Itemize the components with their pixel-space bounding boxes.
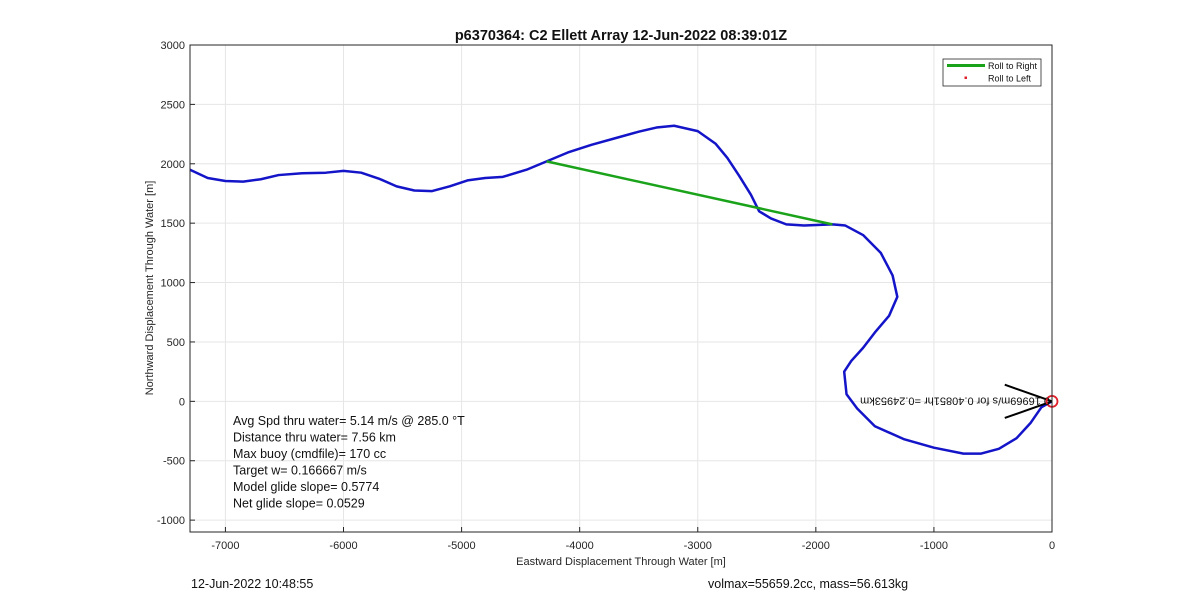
legend-box (942, 58, 1042, 87)
footer-volmax-mass: volmax=55659.2cc, mass=56.613kg (708, 577, 909, 591)
x-tick-label: -5000 (448, 540, 476, 552)
y-tick-label: -500 (163, 456, 185, 468)
y-tick-label: 1500 (161, 218, 185, 230)
y-tick-label: 0 (179, 396, 185, 408)
plot-area-border (189, 44, 1053, 533)
stats-line: Net glide slope= 0.0529 (233, 497, 365, 511)
point-annotation: 0.16969m/s for 0.40851hr =0.24953km (860, 394, 1050, 406)
legend-label: Roll to Right (988, 61, 1038, 71)
stats-line: Avg Spd thru water= 5.14 m/s @ 285.0 °T (233, 414, 465, 428)
x-tick-label: -1000 (920, 540, 948, 552)
y-tick-label: 2500 (161, 99, 185, 111)
y-tick-label: -1000 (157, 515, 185, 527)
x-tick-label: -2000 (802, 540, 830, 552)
heading-arrow-line (1004, 400, 1053, 419)
series-layer (189, 124, 1059, 455)
y-tick-label: 2000 (161, 159, 185, 171)
legend-swatch-roll-to-left (964, 76, 967, 79)
x-tick-label: -6000 (329, 540, 357, 552)
footer-timestamp: 12-Jun-2022 10:48:55 (191, 577, 314, 591)
y-axis-label: Northward Displacement Through Water [m] (144, 181, 156, 396)
stats-line: Model glide slope= 0.5774 (233, 480, 379, 494)
plot-area-background (190, 45, 1052, 532)
chart-title: p6370364: C2 Ellett Array 12-Jun-2022 08… (455, 28, 787, 44)
y-tick-label: 1000 (161, 278, 185, 290)
series-line-roll-to-right (546, 160, 833, 226)
x-tick-label: -3000 (684, 540, 712, 552)
heading-arrow-line (1004, 383, 1053, 403)
x-tick-label: -7000 (211, 540, 239, 552)
y-tick-label: 3000 (161, 40, 185, 52)
stats-line: Target w= 0.166667 m/s (233, 464, 367, 478)
y-axis: -1000 -500 0 500 1000 1500 2000 2500 3000 (157, 40, 195, 527)
legend: Roll to Right Roll to Left (942, 58, 1042, 87)
stats-line: Distance thru water= 7.56 km (233, 431, 396, 445)
x-axis: -7000 -6000 -5000 -4000 -3000 -2000 -1000 0 (211, 527, 1055, 552)
y-tick-label: 500 (167, 337, 185, 349)
stats-line: Max buoy (cmdfile)= 170 cc (233, 447, 386, 461)
series-line-track (189, 124, 1053, 455)
x-axis-label: Eastward Displacement Through Water [m] (516, 556, 726, 568)
legend-label: Roll to Left (988, 74, 1032, 84)
stats-text-block: Avg Spd thru water= 5.14 m/s @ 285.0 °T … (233, 414, 465, 511)
x-tick-label: 0 (1049, 540, 1055, 552)
x-tick-label: -4000 (566, 540, 594, 552)
